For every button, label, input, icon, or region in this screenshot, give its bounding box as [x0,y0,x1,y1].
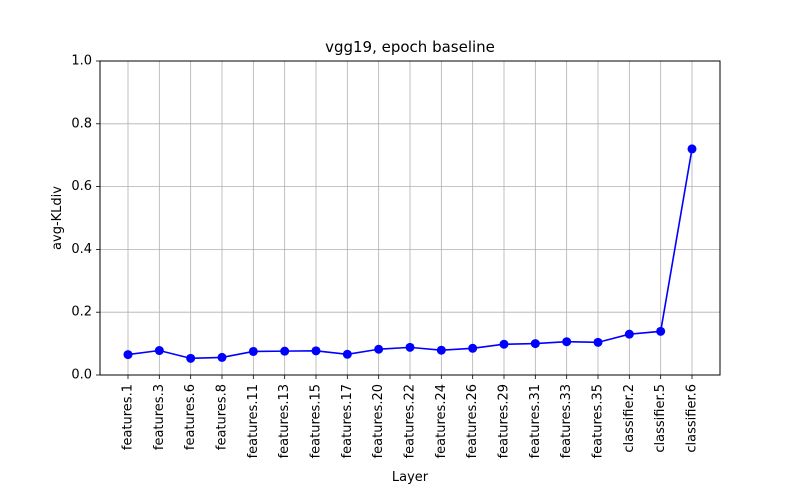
data-point [436,345,446,355]
data-point [656,326,666,336]
x-tick-label: features.20 [371,384,386,458]
data-point [468,343,478,353]
chart-title: vgg19, epoch baseline [325,38,495,56]
x-tick-label: classifier.5 [653,384,668,453]
data-point [154,346,164,356]
x-tick-label: features.11 [246,384,261,458]
x-tick-label: features.1 [121,384,136,450]
y-tick-label: 0.8 [71,116,92,131]
x-tick-label: features.8 [215,384,230,450]
x-tick-label: features.6 [183,384,198,450]
axes [96,60,721,379]
x-tick-label: features.29 [497,384,512,458]
data-point [530,339,540,349]
x-axis-label: Layer [392,470,429,485]
data-point [374,344,384,354]
x-tick-label: features.26 [465,384,480,458]
data-point [687,144,697,154]
data-point [311,346,321,356]
x-tick-label: features.22 [403,384,418,458]
data-point [593,337,603,347]
data-point [217,352,227,362]
x-tick-label: features.31 [528,384,543,458]
x-tick-label: features.33 [559,384,574,458]
plot-frame [99,60,721,376]
data-point [405,342,415,352]
x-tick-label: features.35 [591,384,606,458]
y-tick-label: 0.2 [71,305,92,320]
data-point [280,346,290,356]
x-tick-label: features.17 [340,384,355,458]
y-axis-label: avg-KLdiv [50,186,65,250]
tick-labels: features.1 features.3 features.6 features.8… [71,54,699,459]
y-tick-label: 0.4 [71,242,92,257]
x-tick-label: classifier.6 [685,384,700,453]
data-point [123,350,133,360]
grid-lines [100,60,720,376]
data-point [186,353,196,363]
x-tick-label: classifier.2 [622,384,637,453]
data-point [342,349,352,359]
x-tick-label: features.15 [309,384,324,458]
y-tick-label: 0.0 [71,368,92,383]
x-tick-label: features.3 [152,384,167,450]
x-tick-label: features.24 [434,384,449,458]
series-layer [123,144,697,363]
data-point [562,337,572,347]
data-point [499,339,509,349]
x-tick-label: features.13 [277,384,292,458]
data-point [248,346,258,356]
y-tick-label: 1.0 [71,54,92,69]
y-tick-label: 0.6 [71,179,92,194]
data-point [624,329,634,339]
